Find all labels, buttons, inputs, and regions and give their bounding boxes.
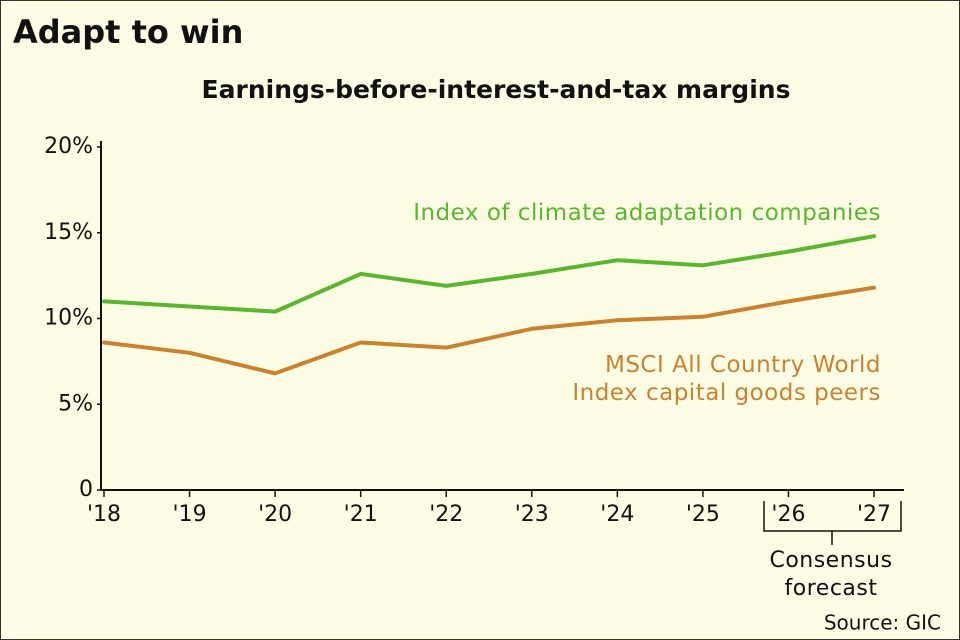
y-tick-label: 20% <box>44 134 93 159</box>
series-line <box>102 285 876 376</box>
x-tick-label: '19 <box>173 502 207 527</box>
x-tick-label: '24 <box>600 502 634 527</box>
x-tick-label: '22 <box>429 502 463 527</box>
y-tick-label: 0 <box>79 477 93 502</box>
chart-subtitle: Earnings-before-interest-and-tax margins <box>202 75 791 104</box>
y-tick-label: 5% <box>58 391 93 416</box>
x-tick-label: '21 <box>344 502 378 527</box>
series-label: MSCI All Country World Index capital goo… <box>572 352 881 406</box>
x-tick-label: '26 <box>771 502 805 527</box>
x-tick-label: '18 <box>87 502 121 527</box>
x-tick-label: '20 <box>258 502 292 527</box>
y-tick-label: 10% <box>44 306 93 331</box>
series-line <box>102 234 876 314</box>
forecast-bracket <box>763 501 902 545</box>
source: Source: GIC <box>824 611 941 635</box>
y-tick-label: 15% <box>44 220 93 245</box>
series-label: Index of climate adaptation companies <box>413 200 881 226</box>
chart-title: Adapt to win <box>13 13 243 51</box>
annotation: Consensus forecast <box>769 548 893 601</box>
x-tick-label: '25 <box>686 502 720 527</box>
x-tick-label: '23 <box>515 502 549 527</box>
x-tick-label: '27 <box>857 502 891 527</box>
